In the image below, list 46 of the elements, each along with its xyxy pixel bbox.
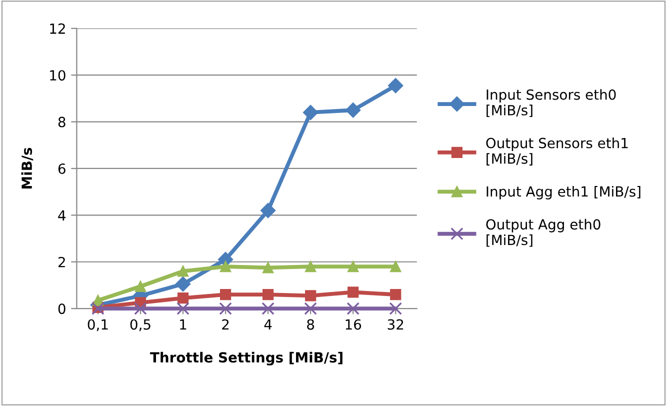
point	[220, 260, 232, 272]
y-tick-label: 6	[58, 163, 66, 174]
point	[390, 260, 402, 272]
x-tick-label: 2	[222, 319, 229, 330]
legend-label: Output Sensors eth1 [MiB/s]	[486, 138, 628, 166]
x-tick-label: 32	[388, 319, 404, 330]
point	[134, 302, 147, 315]
y-tick-label: 10	[50, 70, 66, 81]
point	[219, 302, 232, 315]
y-tick-label: 8	[58, 116, 66, 128]
point	[176, 302, 190, 315]
point	[348, 260, 359, 272]
x-tick-label: 4	[264, 319, 272, 330]
point	[346, 302, 360, 315]
legend-label: Input Agg eth1 [MiB/s]	[486, 186, 640, 200]
x-tick-label: 8	[307, 319, 314, 330]
y-tick-label: 4	[58, 210, 66, 220]
point	[305, 290, 316, 302]
x-tick-label: 1	[180, 319, 186, 330]
point	[177, 266, 189, 277]
point	[177, 292, 189, 304]
point	[262, 262, 274, 274]
x-tick-label: 0,5	[130, 319, 150, 332]
y-tick-label: 0	[58, 304, 66, 314]
y-axis-title: MiB/s	[21, 148, 34, 188]
point	[220, 288, 232, 300]
point	[389, 302, 402, 315]
y-tick-label: 2	[58, 256, 65, 268]
point	[346, 102, 361, 118]
legend-label: Output Agg eth0 [MiB/s]	[486, 218, 600, 247]
y-tick-label: 12	[50, 23, 65, 34]
point	[262, 288, 274, 300]
x-tick-label: 0,1	[88, 319, 108, 332]
x-axis-title: Throttle Settings [MiB/s]	[150, 352, 342, 366]
point	[134, 280, 146, 292]
point	[388, 78, 404, 94]
point	[390, 288, 402, 300]
point	[303, 104, 318, 120]
x-tick-label: 16	[346, 319, 362, 330]
point	[175, 276, 191, 292]
point	[348, 286, 359, 298]
point	[262, 302, 274, 315]
point	[260, 202, 276, 218]
point	[305, 260, 316, 272]
point	[304, 302, 317, 315]
legend-label: Input Sensors eth0 [MiB/s]	[486, 89, 616, 118]
